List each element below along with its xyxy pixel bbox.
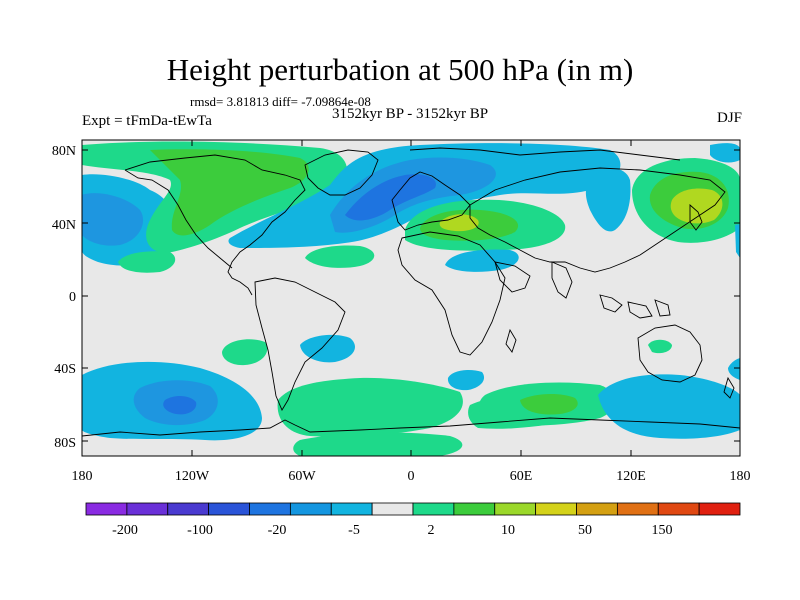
contour-negative [163,396,197,415]
season-label: DJF [716,110,742,126]
coastline-india [551,261,573,299]
lon-label: 120E [616,469,646,484]
colorbar-swatch [576,502,618,516]
colorbar-swatch [126,502,169,516]
lat-label: 80S [54,436,76,451]
coastline-north-america [124,154,306,296]
contour-positive [648,339,672,354]
stats-line: rmsd= 3.81813 diff= -7.09864e-08 [190,94,371,109]
lat-label: 80N [52,144,76,159]
coastlines [81,147,741,437]
contour-negative [345,174,436,221]
lon-label: 0 [408,469,415,484]
contour-negative [735,224,740,258]
colorbar-label: -200 [112,523,138,538]
lat-label: 0 [69,290,76,305]
colorbar-swatch [208,502,250,516]
contour-positive [150,149,309,236]
coastline-arabia [494,261,531,293]
contour-negative [447,370,485,391]
experiment-label: Expt = tFmDa-tEwTa [82,113,212,129]
colorbar-swatch [289,502,332,516]
contour-negative [710,143,740,163]
lat-label: 40N [52,218,76,233]
lon-label: 60E [510,469,533,484]
lat-label: 40S [54,362,76,377]
contour-positive [222,339,268,366]
colorbar-label: 2 [428,523,435,538]
colorbar-swatch [453,502,496,516]
colorbar-swatch [616,502,659,516]
map-subtitle: 3152kyr BP - 3152kyr BP [331,106,489,122]
colorbar-swatch [657,502,700,516]
colorbar-label: -5 [348,523,360,538]
colorbar-swatch [412,502,455,516]
contour-positive [293,432,463,456]
lon-label: 180 [730,469,751,484]
colorbar [85,502,741,516]
coastline-japan [689,204,703,231]
contour-field [82,140,740,456]
coastline-madagascar [505,328,517,353]
colorbar-label: -20 [268,523,287,538]
colorbar-swatch [494,502,537,516]
contour-negative [300,334,355,363]
contour-negative [445,249,519,272]
contour-negative [585,168,631,232]
coastline-africa [397,231,506,356]
lon-label: 180 [72,469,93,484]
coastline-new-zealand [723,376,735,399]
colorbar-swatch [85,502,128,516]
colorbar-swatch [249,502,291,516]
axis-ticks [81,140,741,456]
coastline-asia [469,167,726,273]
colorbar-swatch [698,502,741,516]
colorbar-swatch [535,502,577,516]
coastline-south-america [254,277,346,411]
contour-positive [305,245,375,268]
coastline-island [627,301,653,319]
coastline-antarctica [81,417,741,437]
contour-positive [439,214,479,232]
contour-positive [670,188,723,224]
coastline-greenland [304,149,379,196]
map-title: Height perturbation at 500 hPa (in m) [166,52,634,87]
colorbar-label: -100 [187,523,213,538]
contour-negative [82,193,144,246]
lon-label: 120W [175,469,210,484]
coastline-island [599,294,623,313]
contour-positive [520,394,578,415]
colorbar-swatch [371,502,414,516]
coastline-island [654,299,671,317]
colorbar-swatch [330,502,373,516]
contour-negative [728,358,740,380]
contour-negative [598,374,740,439]
contour-positive [118,251,176,273]
colorbar-label: 150 [652,523,673,538]
coastline-arctic [409,147,681,161]
colorbar-label: 50 [578,523,592,538]
coastline-north-america-west [124,169,233,269]
coastline-australia [637,324,703,383]
lon-label: 60W [288,469,316,484]
contour-positive [277,377,463,437]
colorbar-swatch [167,502,210,516]
colorbar-label: 10 [501,523,515,538]
